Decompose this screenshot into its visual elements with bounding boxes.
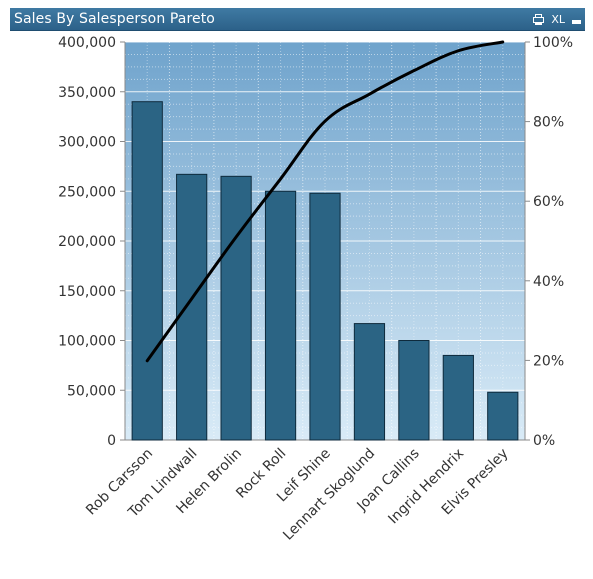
cumulative-line-series xyxy=(145,40,505,363)
bar-joan-callins[interactable] xyxy=(398,340,430,441)
minimize-icon[interactable] xyxy=(572,20,581,24)
x-tick-label: Ingrid Hendrix xyxy=(385,446,467,528)
y-right-tick-label: 20% xyxy=(533,353,564,369)
y-right-tick-label: 40% xyxy=(533,274,564,290)
titlebar-icons: XL xyxy=(533,10,581,28)
bar-rob-carsson[interactable] xyxy=(131,101,163,441)
y-left-tick-label: 350,000 xyxy=(58,85,116,101)
y-left-tick-label: 150,000 xyxy=(58,284,116,300)
y-left-tick-label: 200,000 xyxy=(58,234,116,250)
chart-window: Sales By Salesperson Pareto XL 0 50,000 10… xyxy=(10,8,585,576)
cumulative-percent-line[interactable] xyxy=(145,40,505,363)
y-left-tick-label: 100,000 xyxy=(58,334,116,350)
y-right-tick-label: 80% xyxy=(533,115,564,131)
y-left-tick-label: 300,000 xyxy=(58,135,116,151)
bar-rock-roll[interactable] xyxy=(264,190,297,441)
y-right-tick-label: 60% xyxy=(533,194,564,210)
bar-ingrid-hendrix[interactable] xyxy=(442,354,474,441)
y-right-tick-label: 100% xyxy=(533,35,573,51)
y-left-tick-label: 250,000 xyxy=(58,184,116,200)
bar-lennart-skoglund[interactable] xyxy=(353,323,386,441)
excel-export-icon[interactable]: XL xyxy=(551,12,565,26)
print-icon[interactable] xyxy=(533,13,545,25)
bar-tom-lindwall[interactable] xyxy=(176,173,208,441)
y-left-tick-label: 50,000 xyxy=(67,383,116,399)
bar-leif-shine[interactable] xyxy=(309,192,341,441)
chart-title: Sales By Salesperson Pareto xyxy=(14,11,215,27)
y-left-tick-label: 0 xyxy=(107,433,116,449)
bar-helen-brolin[interactable] xyxy=(220,175,252,441)
chart-titlebar[interactable]: Sales By Salesperson Pareto XL xyxy=(10,8,585,31)
y-right-tick-label: 0% xyxy=(533,433,555,449)
bar-series xyxy=(131,101,519,441)
y-left-tick-label: 400,000 xyxy=(58,35,116,51)
pareto-chart: 0 50,000 100,000 150,000 200,000 250,000 300,0… xyxy=(58,35,573,544)
bar-elvis-presley[interactable] xyxy=(487,391,519,441)
